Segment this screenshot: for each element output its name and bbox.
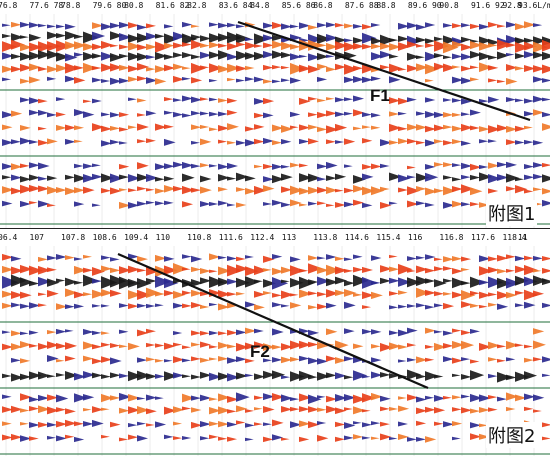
tick-label: 85.6 86 xyxy=(281,1,316,10)
tick-label: 92.8 xyxy=(502,1,522,10)
tick-label: 117.6 xyxy=(470,233,496,242)
tick-label: 90.8 xyxy=(439,1,459,10)
fault-label-f1: F1 xyxy=(370,86,390,105)
tick-label: 108.6 xyxy=(92,233,117,242)
fault-line xyxy=(237,20,531,122)
figure-label-1: 附图1 xyxy=(486,200,538,226)
tick-label: 86.8 xyxy=(313,1,333,10)
tick-label: 109.4 xyxy=(124,233,149,242)
seismic-panel-1: 76.8 77.6 78 78.8 79.6 80 80.8 81.6 82 82.8 83.… xyxy=(0,0,550,228)
distance-axis-1: 76.8 77.6 78 78.8 79.6 80 80.8 81.6 82 82.8 83.… xyxy=(0,0,550,14)
tick-label: 107.8 xyxy=(61,233,86,242)
tick-label: 84.8 xyxy=(250,1,270,10)
tick-label: 110.8 xyxy=(187,233,212,242)
tick-label: 78.8 xyxy=(61,1,81,10)
tick-label: 81.6 82 xyxy=(155,1,190,10)
tick-label: 06.4 xyxy=(0,233,18,242)
fault-line xyxy=(117,252,429,390)
tick-label: 113.8 xyxy=(313,233,338,242)
tick-label: 112.4 xyxy=(250,233,275,242)
tick-label: 77.6 78 xyxy=(29,1,64,10)
tick-label: 80.8 xyxy=(124,1,144,10)
tick-label: 76.8 xyxy=(0,1,18,10)
tick-label: 118.4 xyxy=(502,233,527,242)
tick-label: 83.6 84 xyxy=(218,1,253,10)
seismic-section-1 xyxy=(0,14,550,228)
tick-label: 114.6 xyxy=(344,233,369,242)
tick-label: 113 xyxy=(281,233,297,242)
distance-axis-2: 06.4 107 107.8 108.6 109.4 110 110.8 111.6 112.4… xyxy=(0,232,550,246)
tick-label: 116 xyxy=(407,233,423,242)
tick-label: 93.6L/m xyxy=(518,1,550,10)
figure-label-2: 附图2 xyxy=(486,422,538,448)
tick-label: 107 xyxy=(29,233,44,242)
tick-label: 87.6 88 xyxy=(344,1,379,10)
seismic-traces xyxy=(2,246,550,456)
seismic-section-2 xyxy=(0,246,550,456)
seismic-panel-2: 06.4 107 107.8 108.6 109.4 110 110.8 111.6 112.4… xyxy=(0,232,550,456)
tick-label: 89.6 90 xyxy=(407,1,442,10)
tick-label: 88.8 xyxy=(376,1,396,10)
tick-label: 111.6 xyxy=(218,233,243,242)
tick-label: 116.8 xyxy=(439,233,464,242)
seismic-traces xyxy=(2,14,550,228)
tick-label: 79.6 80 xyxy=(92,1,127,10)
tick-label: 115.4 xyxy=(376,233,401,242)
tick-label: 91.6 92 xyxy=(470,1,505,10)
tick-label: 110 xyxy=(155,233,171,242)
tick-label: 82.8 xyxy=(187,1,207,10)
tick-label: 11 xyxy=(518,233,528,242)
fault-label-f2: F2 xyxy=(250,342,270,361)
panel-divider xyxy=(0,228,550,233)
